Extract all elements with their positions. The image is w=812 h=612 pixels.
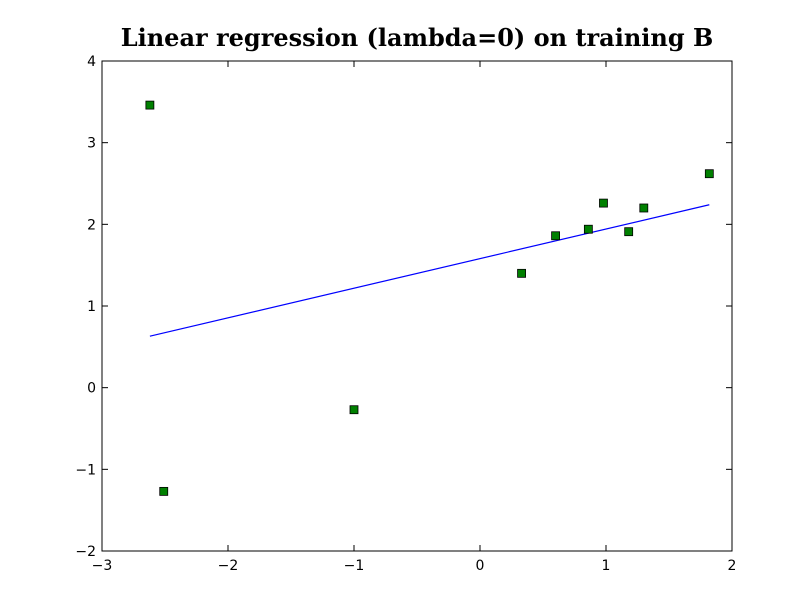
y-tick-label: −1 bbox=[75, 462, 96, 478]
chart-title: Linear regression (lambda=0) on training… bbox=[121, 23, 714, 52]
data-point bbox=[159, 486, 169, 496]
data-point bbox=[551, 231, 560, 241]
x-tick-label: −3 bbox=[92, 558, 113, 574]
x-tick-label: 1 bbox=[602, 558, 611, 574]
plot-area bbox=[102, 61, 732, 551]
y-tick-label: 3 bbox=[87, 136, 96, 152]
data-points bbox=[145, 100, 714, 496]
x-tick-label: 0 bbox=[476, 558, 485, 574]
data-point bbox=[704, 169, 714, 179]
data-point bbox=[624, 227, 634, 237]
y-tick-label: 2 bbox=[87, 217, 96, 233]
regression-line bbox=[149, 204, 710, 337]
data-point bbox=[145, 100, 155, 110]
x-tick-label: 2 bbox=[728, 558, 737, 574]
regression-lines bbox=[149, 204, 710, 337]
data-point bbox=[517, 268, 526, 278]
y-tick-label: 4 bbox=[87, 54, 96, 70]
data-point bbox=[639, 203, 649, 213]
plot-frame bbox=[101, 60, 733, 552]
data-point bbox=[599, 198, 608, 208]
data-point bbox=[349, 405, 359, 415]
y-tick-label: 0 bbox=[87, 381, 96, 397]
data-point bbox=[583, 224, 593, 234]
x-tick-label: −2 bbox=[218, 558, 239, 574]
x-tick-label: −1 bbox=[344, 558, 365, 574]
y-tick-label: 1 bbox=[87, 299, 96, 315]
y-tick-label: −2 bbox=[75, 544, 96, 560]
